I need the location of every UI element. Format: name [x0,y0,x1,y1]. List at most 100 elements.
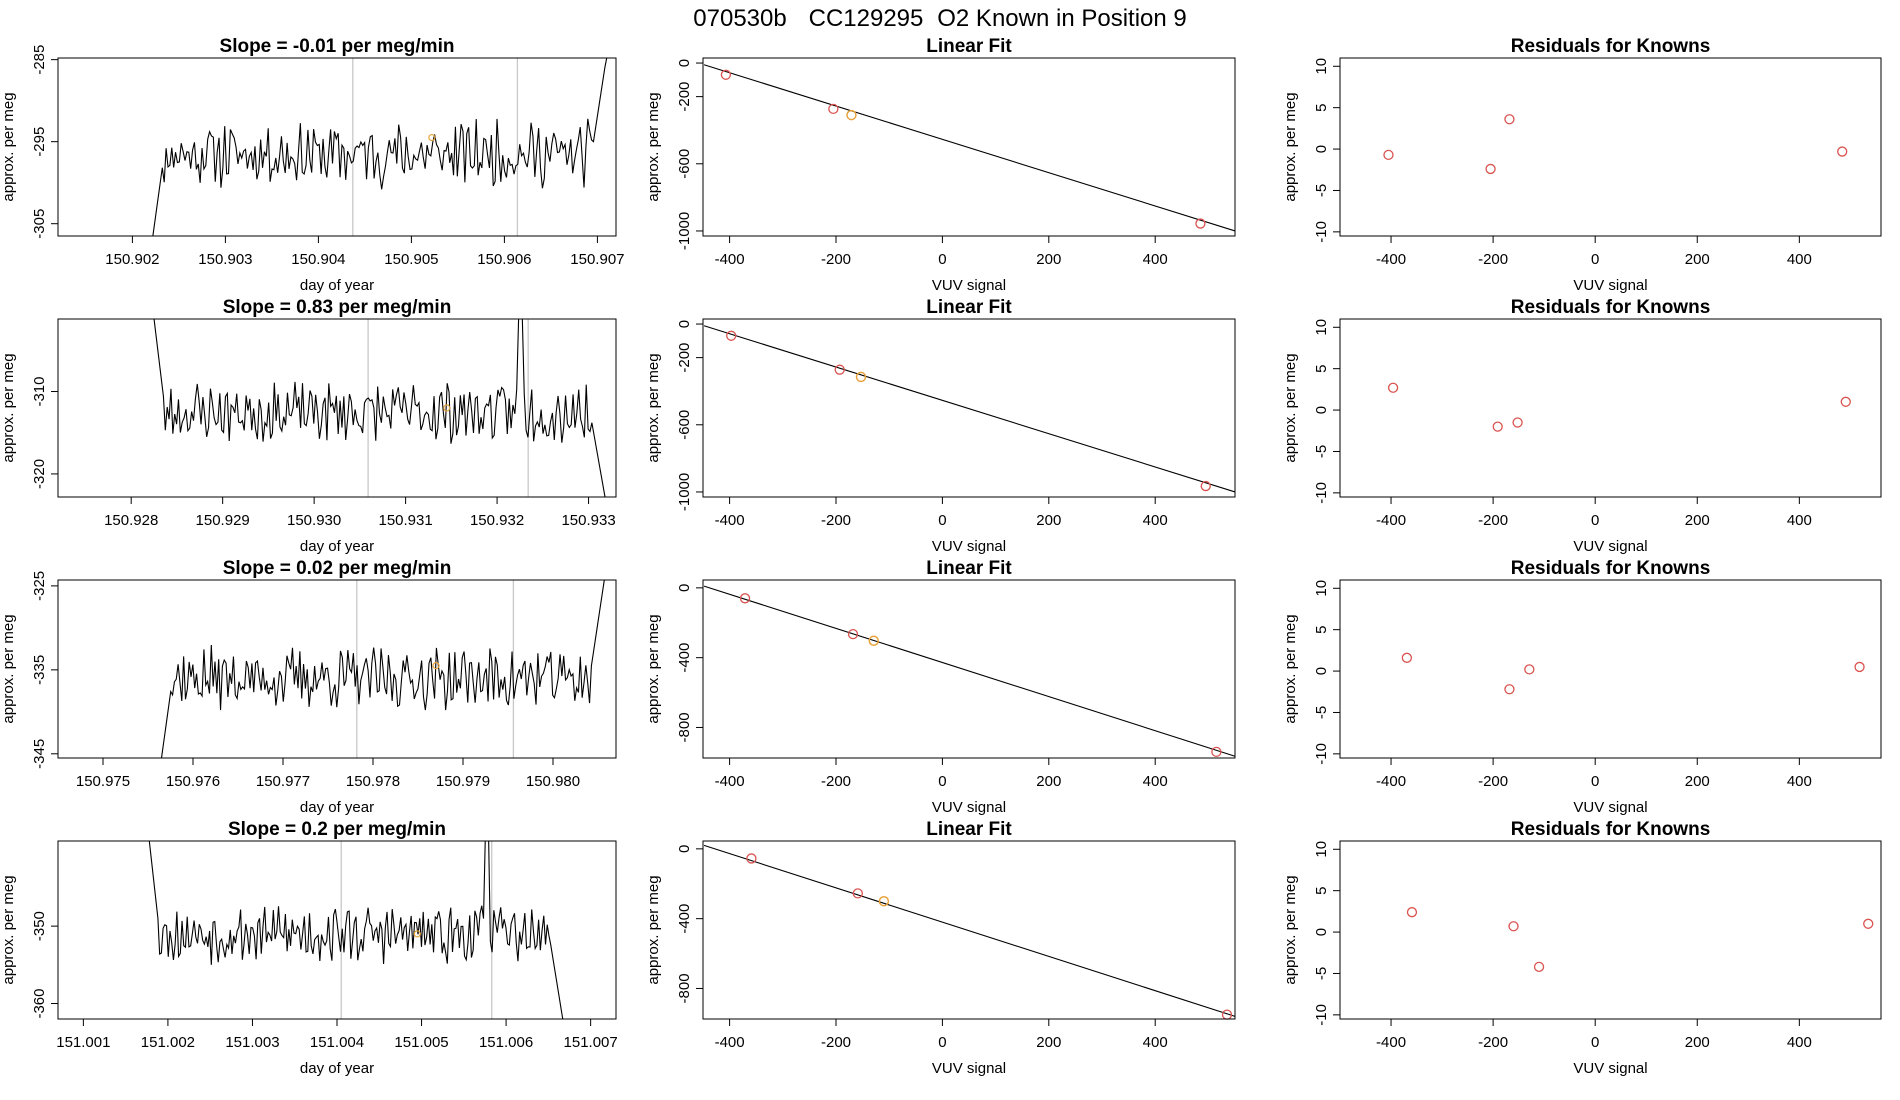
y-tick-label: 0 [1313,145,1330,153]
plot-frame [702,318,1236,498]
x-tick-label: 150.929 [196,512,250,529]
y-axis-label: approx. per meg [645,875,662,984]
x-tick-label: 151.004 [310,1034,364,1051]
panel-title: Residuals for Knowns [1511,819,1711,840]
x-tick-label: 150.905 [384,251,438,268]
y-tick-label: 5 [1313,625,1330,633]
y-tick-label: -5 [1313,706,1330,719]
x-axis-label: VUV signal [1573,799,1647,816]
x-tick-label: 151.003 [225,1034,279,1051]
x-tick-label: 0 [1591,773,1599,790]
panel-r1-c2: Linear Fit VUV signal approx. per meg -400 -… [645,36,1236,294]
x-tick-label: -400 [1376,251,1406,268]
sample-point [846,109,857,121]
x-tick-label: 150.980 [526,773,580,790]
panel-title: Linear Fit [926,819,1012,840]
y-tick-label: -325 [31,571,48,601]
panel-r2-c1: Slope = 0.83 per meg/min day of year appro… [0,297,617,555]
panel-grid: Slope = -0.01 per meg/min day of year appr… [0,36,1882,1077]
x-tick-label: 200 [1036,251,1061,268]
known-point [1524,664,1535,675]
x-tick-label: 200 [1685,1034,1710,1051]
x-axis-label: VUV signal [932,1060,1006,1077]
y-tick-label: 5 [1313,103,1330,111]
x-tick-label: 150.977 [256,773,310,790]
x-tick-label: 0 [1591,1034,1599,1051]
x-tick-label: 151.007 [564,1034,618,1051]
plot-frame [57,840,617,1020]
y-axis-label: approx. per meg [1282,92,1299,201]
y-tick-label: 10 [1313,841,1330,858]
plot-frame [702,579,1236,759]
x-tick-label: 200 [1036,1034,1061,1051]
y-axis-label: approx. per meg [1282,875,1299,984]
known-point [834,364,845,375]
y-tick-label: -10 [1313,743,1330,765]
x-tick-label: 150.932 [470,512,524,529]
x-tick-label: 400 [1787,251,1812,268]
panel-r2-c2: Linear Fit VUV signal approx. per meg -400 -… [645,297,1236,555]
panel-title: Linear Fit [926,297,1012,318]
y-tick-label: -360 [31,989,48,1019]
y-tick-label: -335 [31,655,48,685]
x-tick-label: 150.903 [198,251,252,268]
known-point [1504,114,1515,125]
x-tick-label: -200 [1478,1034,1508,1051]
y-tick-label: 0 [1313,928,1330,936]
panel-r4-c1: Slope = 0.2 per meg/min day of year approx… [0,819,618,1077]
x-axis-label: VUV signal [932,277,1006,294]
x-tick-label: 200 [1685,251,1710,268]
x-tick-label: 0 [938,773,946,790]
x-tick-label: -200 [821,773,851,790]
y-axis-label: approx. per meg [645,92,662,201]
x-tick-label: 200 [1685,512,1710,529]
y-tick-label: 0 [676,584,693,592]
plot-frame [702,57,1236,237]
known-point [1387,382,1399,393]
x-tick-label: -400 [715,512,745,529]
y-axis-label: approx. per meg [1282,614,1299,723]
y-tick-label: -295 [31,127,48,157]
plot-frame [702,840,1236,1020]
panel-r1-c3: Residuals for Knowns VUV signal approx. pe… [1282,36,1882,294]
known-point [1383,149,1394,161]
y-tick-label: -350 [31,911,48,941]
plot-frame [1339,57,1882,237]
panel-r4-c2: Linear Fit VUV signal approx. per meg -400 -… [645,819,1236,1077]
y-tick-label: 0 [676,845,693,853]
x-tick-label: -200 [1478,773,1508,790]
panel-r2-c3: Residuals for Knowns VUV signal approx. pe… [1282,297,1882,555]
y-axis-label: approx. per meg [645,614,662,723]
known-point [1854,661,1865,673]
x-tick-label: 0 [938,512,946,529]
x-tick-label: -400 [715,251,745,268]
x-tick-label: 150.931 [378,512,432,529]
known-point [828,103,839,115]
y-axis-label: approx. per meg [0,92,17,201]
x-axis-label: VUV signal [1573,1060,1647,1077]
x-tick-label: 400 [1787,773,1812,790]
fit-line [703,325,1236,493]
y-axis-label: approx. per meg [0,353,17,462]
x-tick-label: 151.002 [141,1034,195,1051]
known-point [726,330,737,341]
y-tick-label: -320 [31,459,48,489]
x-tick-label: -200 [821,1034,851,1051]
y-tick-label: -345 [31,739,48,769]
x-tick-label: -200 [821,512,851,529]
sample-point [878,895,890,907]
y-tick-label: -310 [31,377,48,407]
panel-r4-c3: Residuals for Knowns VUV signal approx. pe… [1282,819,1882,1077]
known-point [1195,218,1206,229]
plot-frame [1339,840,1882,1020]
x-tick-label: 400 [1143,512,1168,529]
y-tick-label: -200 [676,343,693,373]
x-tick-label: 0 [938,1034,946,1051]
x-tick-label: 150.907 [570,251,624,268]
y-tick-label: 10 [1313,580,1330,597]
plot-frame [57,57,617,237]
y-tick-label: -800 [676,973,693,1003]
x-tick-label: 150.930 [287,512,341,529]
plot-frame [57,579,617,759]
panel-r3-c1: Slope = 0.02 per meg/min day of year appro… [0,558,617,816]
